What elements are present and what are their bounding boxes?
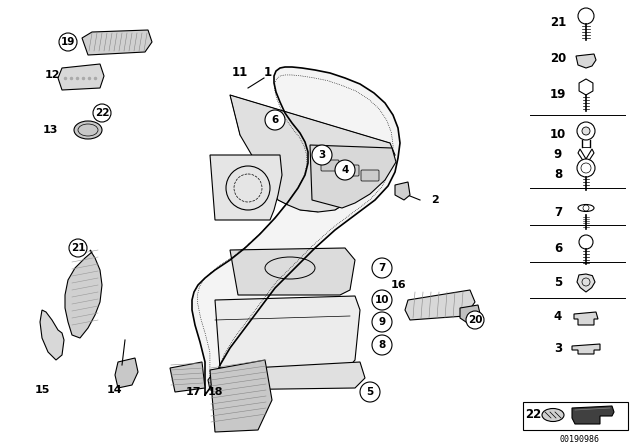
- Text: 19: 19: [61, 37, 75, 47]
- Text: 3: 3: [554, 341, 562, 354]
- Text: 22: 22: [95, 108, 109, 118]
- Text: 7: 7: [378, 263, 386, 273]
- Polygon shape: [170, 362, 205, 392]
- Text: 1: 1: [264, 65, 272, 78]
- Circle shape: [372, 335, 392, 355]
- Polygon shape: [572, 344, 600, 354]
- Ellipse shape: [542, 409, 564, 422]
- Text: 00190986: 00190986: [560, 435, 600, 444]
- Polygon shape: [210, 155, 282, 220]
- Text: 9: 9: [378, 317, 385, 327]
- FancyBboxPatch shape: [321, 160, 339, 171]
- Text: 15: 15: [35, 385, 50, 395]
- Circle shape: [265, 110, 285, 130]
- Text: 14: 14: [107, 385, 123, 395]
- Polygon shape: [215, 296, 360, 368]
- Circle shape: [360, 382, 380, 402]
- Text: 21: 21: [550, 16, 566, 29]
- Circle shape: [579, 235, 593, 249]
- Circle shape: [466, 311, 484, 329]
- Circle shape: [578, 8, 594, 24]
- Text: 6: 6: [271, 115, 278, 125]
- Text: 12: 12: [44, 70, 60, 80]
- Polygon shape: [192, 67, 400, 395]
- Text: 21: 21: [71, 243, 85, 253]
- Text: 22: 22: [525, 409, 541, 422]
- Text: 13: 13: [42, 125, 58, 135]
- Polygon shape: [577, 274, 595, 292]
- Text: 5: 5: [554, 276, 562, 289]
- Text: 3: 3: [318, 150, 326, 160]
- Polygon shape: [574, 312, 598, 325]
- Circle shape: [577, 122, 595, 140]
- Polygon shape: [82, 30, 152, 55]
- Polygon shape: [576, 54, 596, 68]
- Polygon shape: [579, 79, 593, 95]
- Polygon shape: [210, 360, 272, 432]
- Circle shape: [335, 160, 355, 180]
- Circle shape: [69, 239, 87, 257]
- Text: 20: 20: [468, 315, 483, 325]
- Text: 19: 19: [550, 89, 566, 102]
- Polygon shape: [405, 290, 475, 320]
- Text: 9: 9: [554, 148, 562, 161]
- Polygon shape: [310, 145, 396, 208]
- Polygon shape: [460, 305, 482, 328]
- Text: 18: 18: [207, 387, 223, 397]
- Circle shape: [93, 104, 111, 122]
- Circle shape: [312, 145, 332, 165]
- Text: 8: 8: [378, 340, 386, 350]
- Text: 2: 2: [431, 195, 439, 205]
- Ellipse shape: [578, 204, 594, 211]
- Circle shape: [582, 127, 590, 135]
- Polygon shape: [40, 310, 64, 360]
- Circle shape: [372, 290, 392, 310]
- Circle shape: [59, 33, 77, 51]
- Text: 11: 11: [232, 65, 248, 78]
- Polygon shape: [208, 362, 365, 390]
- FancyBboxPatch shape: [361, 170, 379, 181]
- Text: 7: 7: [554, 207, 562, 220]
- Text: 6: 6: [554, 241, 562, 254]
- Text: 20: 20: [550, 52, 566, 65]
- Text: 8: 8: [554, 168, 562, 181]
- Text: 10: 10: [550, 129, 566, 142]
- Polygon shape: [58, 64, 104, 90]
- Polygon shape: [230, 248, 355, 295]
- FancyBboxPatch shape: [341, 165, 359, 176]
- Polygon shape: [395, 182, 410, 200]
- Text: 4: 4: [341, 165, 349, 175]
- Text: 17: 17: [185, 387, 201, 397]
- Polygon shape: [65, 250, 102, 338]
- Circle shape: [372, 258, 392, 278]
- Polygon shape: [572, 406, 614, 424]
- Polygon shape: [115, 358, 138, 388]
- Polygon shape: [230, 95, 395, 212]
- Text: 5: 5: [366, 387, 374, 397]
- Circle shape: [577, 159, 595, 177]
- Bar: [523, 402, 628, 430]
- Text: 16: 16: [390, 280, 406, 290]
- Text: 4: 4: [554, 310, 562, 323]
- Circle shape: [372, 312, 392, 332]
- Ellipse shape: [74, 121, 102, 139]
- Polygon shape: [578, 149, 594, 165]
- Text: 10: 10: [375, 295, 389, 305]
